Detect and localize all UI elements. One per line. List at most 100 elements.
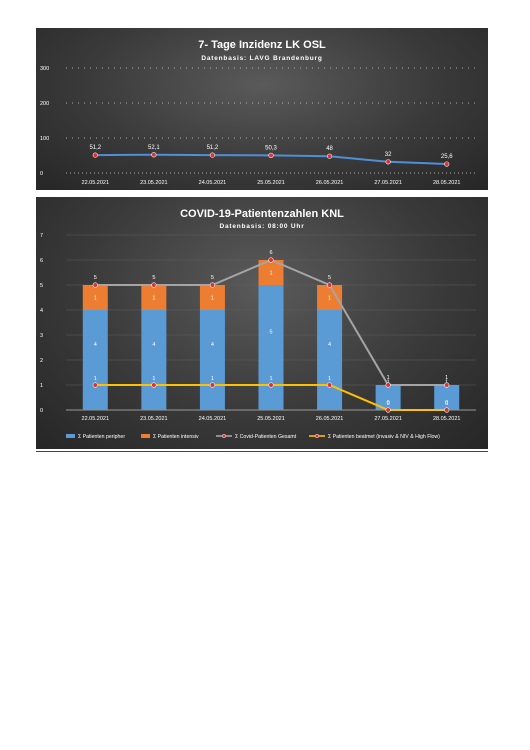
incidence-point bbox=[385, 159, 391, 165]
total-patients-data-label: 1 bbox=[387, 375, 390, 381]
ventilated-patients-point bbox=[385, 407, 391, 413]
ventilated-patients-point bbox=[444, 407, 450, 413]
y-tick-label: 6 bbox=[40, 258, 43, 264]
bar-peripher-label: 4 bbox=[152, 342, 155, 348]
total-patients-data-label: 5 bbox=[152, 275, 155, 281]
bar-peripher bbox=[434, 385, 460, 410]
page-divider bbox=[36, 451, 488, 452]
patients-chart: COVID-19-Patientenzahlen KNL Datenbasis: … bbox=[40, 208, 476, 440]
bar-intensiv-label: 1 bbox=[211, 296, 214, 302]
x-tick-label: 28.05.2021 bbox=[433, 180, 461, 186]
bar-intensiv-label: 1 bbox=[269, 271, 272, 277]
x-tick-label: 23.05.2021 bbox=[140, 180, 168, 186]
bar-intensiv bbox=[82, 285, 108, 310]
incidence-point bbox=[268, 152, 274, 158]
legend-swatch bbox=[66, 434, 75, 438]
x-tick-label: 28.05.2021 bbox=[433, 416, 461, 422]
ventilated-patients-point bbox=[268, 382, 274, 388]
y-tick-label: 300 bbox=[40, 66, 49, 72]
ventilated-patients-point bbox=[209, 382, 216, 388]
total-patients-data-label: 1 bbox=[445, 375, 448, 381]
x-tick-label: 26.05.2021 bbox=[316, 180, 344, 186]
incidence-chart: 7- Tage Inzidenz LK OSL Datenbasis: LAVG … bbox=[40, 39, 476, 186]
ventilated-patients-data-label: 1 bbox=[152, 376, 155, 382]
x-tick-label: 27.05.2021 bbox=[374, 180, 402, 186]
total-patients-point bbox=[151, 282, 157, 288]
y-tick-label: 4 bbox=[40, 308, 43, 314]
ventilated-patients-data-label: 0 bbox=[445, 401, 448, 407]
bar-peripher-label: 4 bbox=[211, 342, 214, 348]
bar-intensiv-label: 0 bbox=[445, 400, 448, 406]
bar-peripher bbox=[258, 285, 284, 410]
x-tick-label: 24.05.2021 bbox=[199, 180, 227, 186]
x-tick-label: 27.05.2021 bbox=[374, 416, 402, 422]
y-tick-label: 1 bbox=[40, 383, 43, 389]
total-patients-data-label: 6 bbox=[269, 250, 272, 256]
incidence-point bbox=[209, 152, 216, 158]
y-tick-label: 100 bbox=[40, 136, 49, 142]
y-tick-label: 5 bbox=[40, 283, 43, 289]
ventilated-patients-data-label: 1 bbox=[211, 376, 214, 382]
legend-swatch-marker bbox=[221, 433, 227, 439]
legend-entry: Σ Patienten intensiv bbox=[153, 434, 199, 440]
legend-swatch bbox=[141, 434, 150, 438]
total-patients-point bbox=[209, 282, 216, 288]
ventilated-patients-point bbox=[92, 382, 98, 388]
x-tick-label: 25.05.2021 bbox=[257, 180, 285, 186]
bar-intensiv-label: 1 bbox=[152, 296, 155, 302]
bar-peripher-label: 4 bbox=[94, 342, 97, 348]
ventilated-patients-data-label: 1 bbox=[94, 376, 97, 382]
ventilated-patients-data-label: 1 bbox=[328, 376, 331, 382]
incidence-point bbox=[151, 152, 157, 158]
bar-peripher bbox=[82, 310, 108, 410]
legend-swatch-marker bbox=[314, 433, 320, 439]
legend-entry: Σ Patienten beatmet (invasiv & NIV & Hig… bbox=[328, 434, 440, 440]
incidence-chart-panel: 7- Tage Inzidenz LK OSL Datenbasis: LAVG … bbox=[36, 28, 488, 190]
bar-intensiv-label: 0 bbox=[387, 400, 390, 406]
ventilated-patients-point bbox=[151, 382, 157, 388]
y-tick-label: 3 bbox=[40, 333, 43, 339]
ventilated-patients-data-label: 1 bbox=[269, 376, 272, 382]
incidence-data-label: 52,1 bbox=[148, 145, 160, 151]
bar-peripher-label: 5 bbox=[269, 330, 272, 336]
total-patients-point bbox=[92, 282, 98, 288]
total-patients-point bbox=[385, 382, 391, 388]
legend-entry: Σ Covid-Patienten Gesamt bbox=[235, 434, 297, 440]
incidence-data-label: 48 bbox=[326, 146, 333, 152]
y-tick-label: 7 bbox=[40, 233, 43, 239]
x-tick-label: 22.05.2021 bbox=[82, 180, 110, 186]
bar-peripher bbox=[317, 310, 343, 410]
ventilated-patients-point bbox=[326, 382, 333, 388]
incidence-point bbox=[92, 152, 98, 158]
total-patients-data-label: 5 bbox=[211, 275, 214, 281]
total-patients-point bbox=[326, 282, 333, 288]
incidence-data-label: 50,3 bbox=[265, 145, 277, 151]
x-tick-label: 23.05.2021 bbox=[140, 416, 168, 422]
y-tick-label: 2 bbox=[40, 358, 43, 364]
incidence-point bbox=[326, 153, 333, 159]
bar-peripher bbox=[199, 310, 225, 410]
total-patients-point bbox=[444, 382, 450, 388]
legend-entry: Σ Patienten peripher bbox=[78, 434, 125, 440]
y-tick-label: 200 bbox=[40, 101, 49, 107]
incidence-data-label: 51,2 bbox=[89, 145, 101, 151]
bar-peripher-label: 4 bbox=[328, 342, 331, 348]
total-patients-point bbox=[268, 257, 274, 263]
incidence-point bbox=[444, 161, 450, 167]
bar-intensiv-label: 1 bbox=[94, 296, 97, 302]
total-patients-data-label: 5 bbox=[94, 275, 97, 281]
incidence-data-label: 51,2 bbox=[207, 145, 219, 151]
total-patients-data-label: 5 bbox=[328, 275, 331, 281]
chart-title: 7- Tage Inzidenz LK OSL bbox=[198, 39, 326, 51]
y-tick-label: 0 bbox=[40, 408, 43, 414]
bar-intensiv bbox=[141, 285, 167, 310]
incidence-data-label: 25,6 bbox=[441, 154, 453, 160]
chart-subtitle: Datenbasis: 08:00 Uhr bbox=[219, 223, 304, 230]
x-tick-label: 22.05.2021 bbox=[82, 416, 110, 422]
patients-chart-panel: COVID-19-Patientenzahlen KNL Datenbasis: … bbox=[36, 197, 488, 449]
chart-subtitle: Datenbasis: LAVG Brandenburg bbox=[201, 55, 322, 62]
bar-peripher bbox=[141, 310, 167, 410]
ventilated-patients-data-label: 0 bbox=[387, 401, 390, 407]
bar-intensiv-label: 1 bbox=[328, 296, 331, 302]
incidence-data-label: 32 bbox=[385, 152, 392, 158]
